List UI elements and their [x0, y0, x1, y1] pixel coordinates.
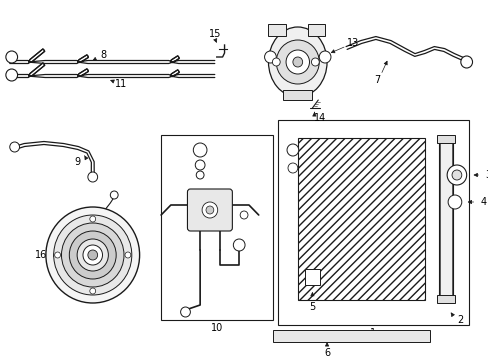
Text: 12: 12: [210, 219, 223, 229]
Bar: [436, 135, 454, 143]
Bar: [304, 269, 320, 285]
Text: 3: 3: [484, 170, 488, 180]
Circle shape: [6, 51, 18, 63]
Circle shape: [46, 207, 140, 303]
Circle shape: [287, 163, 297, 173]
Circle shape: [88, 172, 98, 182]
Circle shape: [285, 50, 309, 74]
Circle shape: [272, 58, 280, 66]
Bar: [438, 140, 452, 298]
Bar: [436, 295, 454, 303]
Text: 14: 14: [313, 113, 325, 123]
Circle shape: [286, 144, 298, 156]
Circle shape: [180, 307, 190, 317]
Circle shape: [90, 288, 96, 294]
Circle shape: [202, 202, 217, 218]
Circle shape: [264, 51, 276, 63]
Text: 5: 5: [308, 302, 315, 312]
Ellipse shape: [268, 27, 326, 97]
Text: 10: 10: [211, 323, 223, 333]
Circle shape: [447, 195, 461, 209]
Circle shape: [195, 160, 204, 170]
Circle shape: [125, 252, 131, 258]
Bar: [161, 135, 273, 320]
Text: 4: 4: [479, 197, 486, 207]
Bar: [278, 120, 468, 325]
Circle shape: [205, 206, 213, 214]
Circle shape: [240, 211, 247, 219]
Bar: [297, 138, 424, 300]
Bar: [283, 90, 312, 100]
Circle shape: [69, 231, 116, 279]
Circle shape: [55, 252, 61, 258]
Text: 15: 15: [208, 29, 221, 39]
Text: 16: 16: [35, 250, 47, 260]
Circle shape: [446, 165, 466, 185]
Circle shape: [319, 51, 330, 63]
Text: 1: 1: [369, 328, 376, 338]
Circle shape: [77, 239, 108, 271]
Circle shape: [54, 215, 132, 295]
Bar: [268, 24, 285, 36]
Circle shape: [88, 250, 98, 260]
Circle shape: [292, 57, 302, 67]
Text: 8: 8: [100, 50, 106, 60]
Circle shape: [6, 69, 18, 81]
Circle shape: [451, 170, 461, 180]
Bar: [439, 141, 451, 297]
Circle shape: [61, 223, 124, 287]
Circle shape: [193, 143, 206, 157]
Circle shape: [90, 216, 96, 222]
Circle shape: [110, 191, 118, 199]
Circle shape: [83, 245, 102, 265]
Circle shape: [460, 56, 471, 68]
Circle shape: [276, 40, 319, 84]
Circle shape: [196, 171, 203, 179]
FancyBboxPatch shape: [187, 189, 232, 231]
Text: 6: 6: [324, 348, 329, 358]
Text: 9: 9: [74, 157, 80, 167]
Circle shape: [10, 142, 20, 152]
Text: 7: 7: [373, 75, 379, 85]
Bar: [307, 24, 325, 36]
Circle shape: [311, 58, 319, 66]
Text: 2: 2: [457, 315, 463, 325]
Text: 13: 13: [346, 38, 359, 48]
Text: 11: 11: [115, 79, 127, 89]
Bar: [273, 330, 428, 342]
Circle shape: [233, 239, 244, 251]
